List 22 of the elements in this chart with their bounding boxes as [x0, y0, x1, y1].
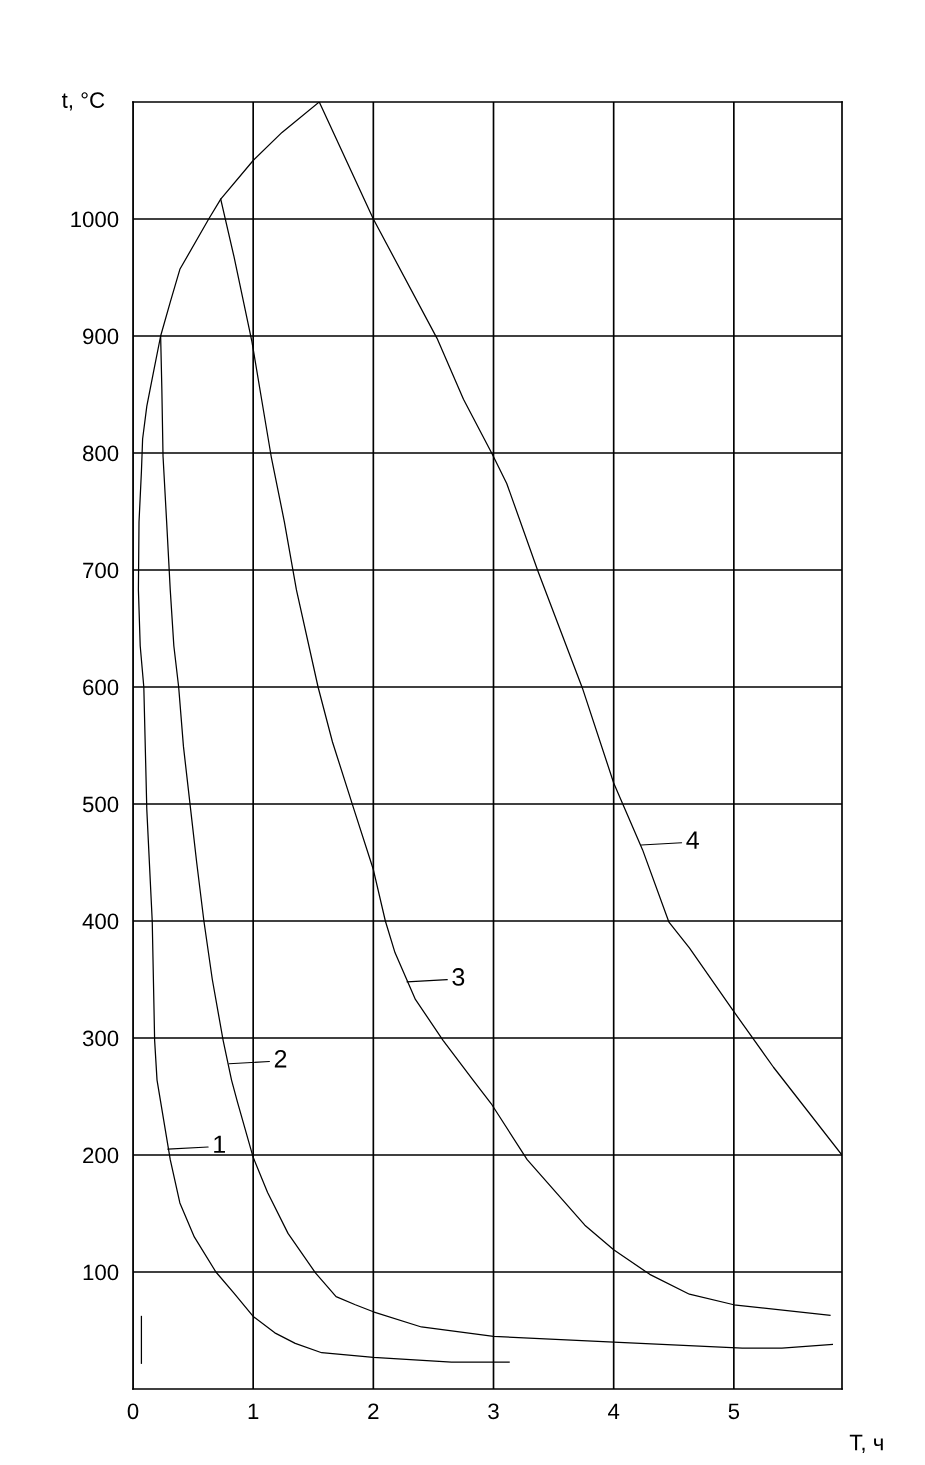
annotation: 3	[452, 968, 465, 986]
x-tick-label: 4	[608, 1403, 620, 1419]
annotation: 4	[686, 831, 699, 849]
y-tick-label: 700	[83, 562, 119, 579]
x-tick-label: 3	[488, 1403, 499, 1420]
annotation: 2	[274, 1049, 287, 1068]
x-tick-label: 5	[728, 1403, 740, 1420]
annotation: 1	[214, 1135, 225, 1153]
x-tick-label: 0	[127, 1403, 139, 1420]
y-tick-label: 300	[82, 1030, 119, 1047]
y-tick-label: 800	[83, 445, 119, 462]
y-tick-label: 1000	[71, 211, 119, 228]
y-axis-title: t, °C	[61, 92, 105, 111]
x-tick-label: 1	[248, 1403, 259, 1419]
y-tick-label: 900	[83, 328, 119, 345]
y-tick-label: 100	[83, 1264, 119, 1281]
x-axis-title: T, ч	[849, 1434, 883, 1453]
y-tick-label: 500	[82, 796, 119, 813]
x-tick-label: 2	[368, 1403, 379, 1419]
y-tick-label: 600	[83, 679, 119, 696]
y-tick-label: 200	[83, 1147, 119, 1164]
y-tick-label: 400	[82, 913, 119, 930]
